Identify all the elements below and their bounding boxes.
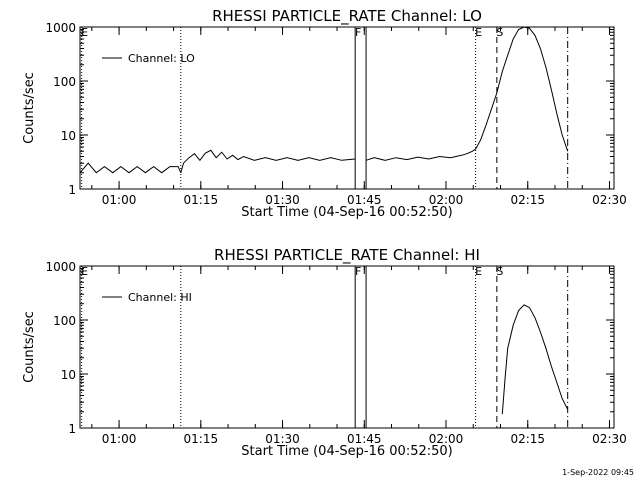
- event-marker-label: E: [81, 265, 88, 278]
- x-tick-label: 01:45: [347, 193, 382, 207]
- data-series-line: [365, 26, 569, 161]
- x-tick-label: 01:30: [265, 193, 300, 207]
- chart-panel-1: RHESSI PARTICLE_RATE Channel: LO 1 10 100 10…: [22, 7, 627, 220]
- x-tick-label: 02:00: [429, 193, 464, 207]
- legend-label: Channel: HI: [128, 291, 192, 304]
- chart-panel-2: RHESSI PARTICLE_RATE Channel: HI 1 10 100 10…: [22, 246, 627, 459]
- event-marker-label: E: [81, 26, 88, 39]
- x-tick-label: 02:00: [429, 432, 464, 446]
- event-marker-label: F: [355, 26, 361, 39]
- data-series-line: [79, 162, 182, 174]
- footer-timestamp: 1-Sep-2022 09:45: [562, 468, 634, 477]
- data-series-line: [180, 149, 356, 173]
- event-marker-label: F: [355, 265, 361, 278]
- y-tick-label: 1000: [45, 21, 76, 35]
- y-axis-label: Counts/sec: [22, 311, 37, 383]
- x-tick-label: 01:15: [184, 432, 219, 446]
- x-tick-label: 01:00: [102, 432, 137, 446]
- event-marker-label: E: [475, 265, 482, 278]
- x-tick-label: 02:30: [592, 193, 627, 207]
- plot-frame: [79, 265, 615, 429]
- y-tick-label: 1: [68, 183, 76, 197]
- plot-frame: [79, 26, 615, 190]
- y-tick-label: 10: [61, 129, 76, 143]
- x-tick-label: 02:15: [510, 432, 545, 446]
- chart-title: RHESSI PARTICLE_RATE Channel: LO: [212, 7, 482, 26]
- event-marker-label: S: [496, 265, 503, 278]
- x-axis-label: Start Time (04-Sep-16 00:52:50): [241, 444, 452, 459]
- y-tick-label: 100: [53, 314, 76, 328]
- x-tick-label: 01:00: [102, 193, 137, 207]
- x-axis-label: Start Time (04-Sep-16 00:52:50): [241, 205, 452, 220]
- y-tick-label: 1: [68, 422, 76, 436]
- x-tick-label: 01:15: [184, 193, 219, 207]
- x-tick-label: 02:30: [592, 432, 627, 446]
- event-marker-label: S: [496, 26, 503, 39]
- y-tick-label: 10: [61, 368, 76, 382]
- x-tick-label: 01:30: [265, 432, 300, 446]
- x-tick-label: 02:15: [510, 193, 545, 207]
- chart-title: RHESSI PARTICLE_RATE Channel: HI: [214, 246, 480, 265]
- x-tick-label: 01:45: [347, 432, 382, 446]
- y-tick-label: 1000: [45, 260, 76, 274]
- data-series-line: [501, 304, 569, 415]
- y-tick-label: 100: [53, 75, 76, 89]
- event-marker-label: E: [475, 26, 482, 39]
- y-axis-label: Counts/sec: [22, 72, 37, 144]
- legend-label: Channel: LO: [128, 52, 195, 65]
